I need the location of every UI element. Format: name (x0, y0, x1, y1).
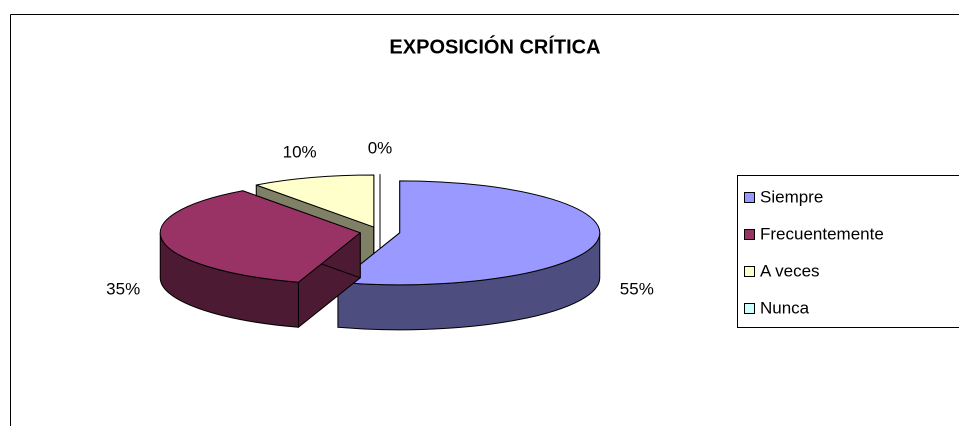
data-label: 35% (106, 279, 140, 298)
slice (159, 190, 361, 283)
legend-swatch (744, 266, 755, 277)
legend-label: Siempre (760, 187, 823, 206)
legend (737, 175, 959, 328)
data-label: 10% (283, 142, 317, 161)
chart-title: EXPOSICIÓN CRÍTICA (389, 34, 600, 58)
legend-label: Nunca (760, 298, 810, 317)
data-label: 0% (368, 138, 393, 157)
slice (255, 174, 375, 228)
legend-swatch (744, 229, 755, 240)
legend-label: A veces (760, 261, 820, 280)
legend-swatch (744, 303, 755, 314)
slice (337, 180, 601, 286)
legend-swatch (744, 192, 755, 203)
data-label: 55% (620, 279, 654, 298)
legend-label: Frecuentemente (760, 224, 884, 243)
